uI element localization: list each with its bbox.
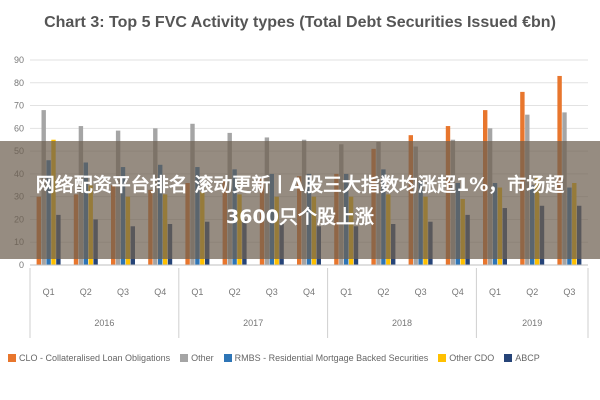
legend-label: RMBS - Residential Mortgage Backed Secur… [234,353,429,363]
y-tick-label: 90 [14,55,24,65]
legend-swatch [223,354,232,362]
year-label: 2017 [243,318,263,328]
y-tick-label: 0 [19,260,24,270]
legend-item: RMBS - Residential Mortgage Backed Secur… [223,353,429,363]
year-label: 2016 [94,318,114,328]
y-tick-label: 70 [14,101,24,111]
x-tick-label: Q3 [563,287,575,297]
x-tick-label: Q2 [80,287,92,297]
y-tick-label: 80 [14,78,24,88]
legend-item: Other [180,353,214,363]
x-tick-label: Q4 [154,287,166,297]
legend-swatch [8,354,16,362]
legend-item: Other CDO [438,353,494,363]
legend-label: Other [191,353,214,363]
x-tick-label: Q3 [266,287,278,297]
x-tick-label: Q2 [229,287,241,297]
legend-swatch [438,354,447,362]
legend-swatch [504,354,513,362]
y-tick-label: 60 [14,123,24,133]
x-tick-label: Q2 [377,287,389,297]
year-label: 2019 [522,318,542,328]
legend-swatch [180,354,189,362]
legend-label: ABCP [515,353,540,363]
axes: 0102030405060708090Q1Q2Q3Q4Q1Q2Q3Q4Q1Q2Q… [14,55,589,338]
headline-banner[interactable] [0,141,600,259]
legend-label: CLO - Collateralised Loan Obligations [19,353,171,363]
headline-text[interactable]: 网络配资平台排名 滚动更新丨A股三大指数均涨超1%，市场超3600只个股上涨 [35,174,565,228]
year-label: 2018 [392,318,412,328]
x-tick-label: Q1 [340,287,352,297]
chart-title: Chart 3: Top 5 FVC Activity types (Total… [44,14,556,31]
legend-label: Other CDO [449,353,495,363]
x-tick-label: Q4 [452,287,464,297]
x-tick-label: Q1 [191,287,203,297]
legend-item: CLO - Collateralised Loan Obligations [8,353,170,363]
x-tick-label: Q1 [43,287,55,297]
chart-legend: CLO - Collateralised Loan Obligations Oth… [8,349,598,367]
x-tick-label: Q3 [415,287,427,297]
legend-item: ABCP [504,353,540,363]
x-tick-label: Q3 [117,287,129,297]
x-tick-label: Q1 [489,287,501,297]
x-tick-label: Q2 [526,287,538,297]
x-tick-label: Q4 [303,287,315,297]
